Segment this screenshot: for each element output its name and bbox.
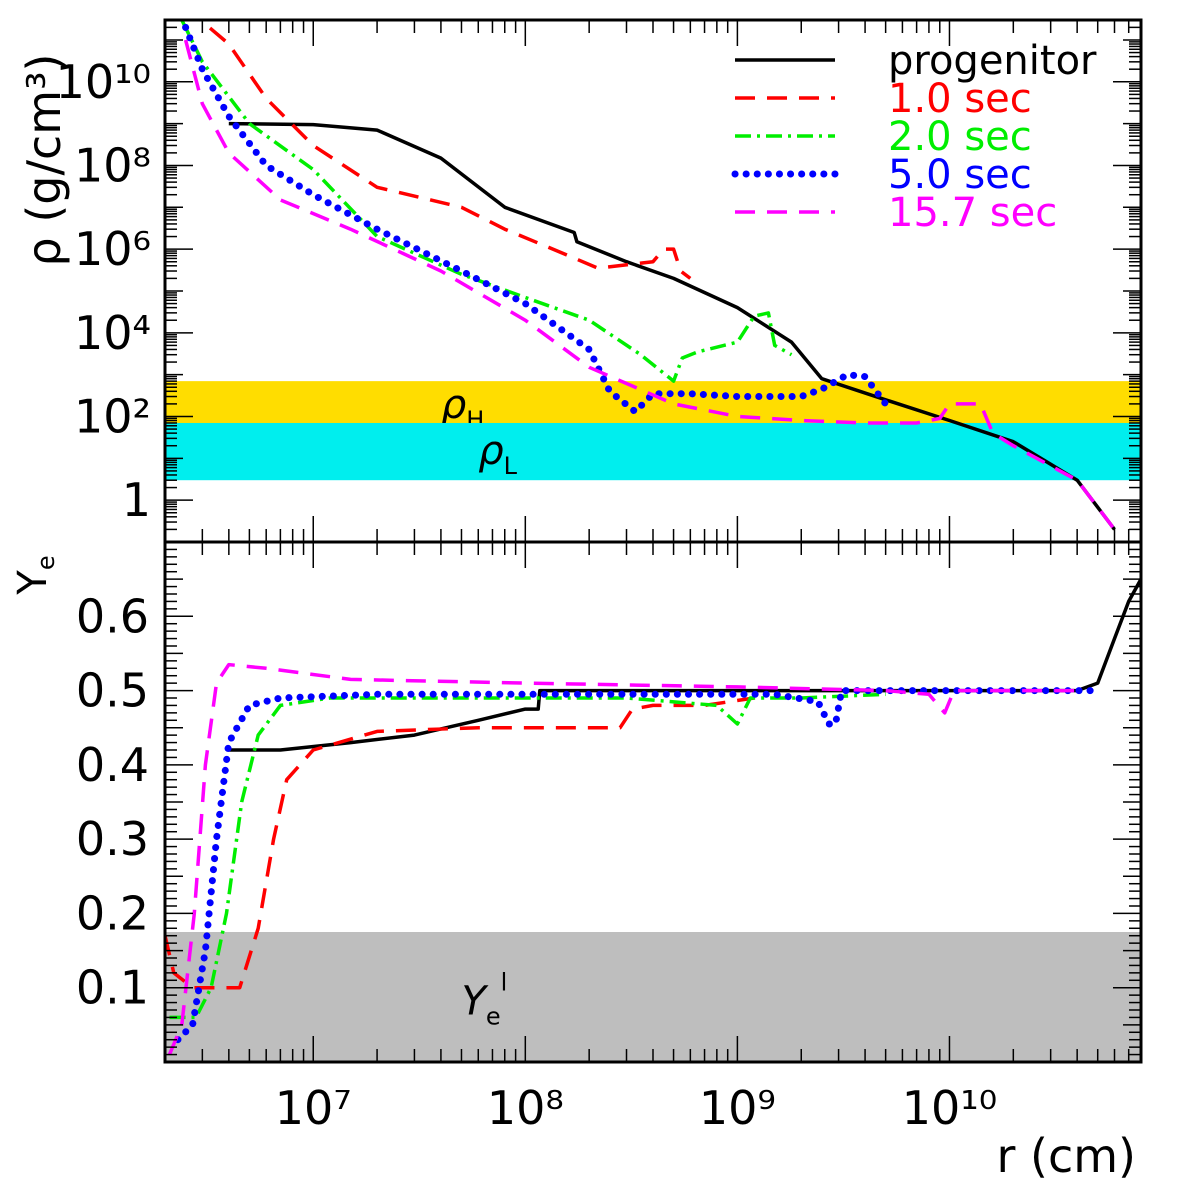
top-y-axis-label: ρ (g/cm³) xyxy=(17,54,71,267)
bottom-ytick-label: 0.6 xyxy=(76,589,149,643)
axis-labels: 1 10² 10⁴ 10⁶ 10⁸ 10¹⁰ 0.1 0.2 0.3 0.4 0.5 0.6 10⁷ 10… xyxy=(10,54,1136,1181)
series-1-0-sec xyxy=(197,20,692,280)
xtick-label: 10⁸ xyxy=(487,1081,564,1135)
band-label: Yel xyxy=(461,969,507,1031)
series-5-0-sec xyxy=(174,687,1102,1044)
xtick-label: 10⁷ xyxy=(275,1081,352,1135)
top-ytick-label: 10² xyxy=(74,389,151,443)
legend-label: 15.7 sec xyxy=(888,190,1057,236)
series-1-0-sec xyxy=(165,696,755,990)
band-ρL xyxy=(165,422,1141,481)
top-panel-series xyxy=(180,20,1116,531)
series-progenitor xyxy=(228,121,1116,531)
series-5-0-sec xyxy=(182,23,890,416)
band-ρH xyxy=(165,381,1141,426)
series-15-7-sec xyxy=(183,39,1116,531)
xtick-label: 10¹⁰ xyxy=(902,1081,997,1135)
x-axis-label: r (cm) xyxy=(996,1129,1136,1181)
top-ytick-label: 1 xyxy=(122,473,151,527)
bottom-frame xyxy=(163,540,1143,1064)
top-ytick-label: 10¹⁰ xyxy=(56,55,151,109)
bottom-ytick-label: 0.1 xyxy=(76,961,149,1015)
top-ytick-label: 10⁴ xyxy=(74,306,151,360)
band-label: ρL xyxy=(478,428,517,480)
axis-ticks xyxy=(164,19,1142,1062)
plot-frames xyxy=(163,18,1143,1064)
series-2-0-sec xyxy=(169,692,886,1020)
series-15-7-sec xyxy=(167,662,1078,1056)
top-ytick-label: 10⁸ xyxy=(74,138,151,192)
top-ytick-label: 10⁶ xyxy=(74,222,151,276)
band-Yeˡ xyxy=(165,932,1141,1062)
bottom-ytick-label: 0.4 xyxy=(76,738,149,792)
bottom-ytick-label: 0.3 xyxy=(76,812,149,866)
bottom-ytick-label: 0.2 xyxy=(76,886,149,940)
legend-label: 5.0 sec xyxy=(888,152,1032,198)
bottom-panel-bands: Yel xyxy=(165,932,1141,1062)
legend-label: 1.0 sec xyxy=(888,76,1032,122)
bottom-panel-series xyxy=(165,578,1141,1056)
xtick-label: 10⁹ xyxy=(699,1081,776,1135)
legend-label: progenitor xyxy=(888,38,1097,84)
band-label: ρH xyxy=(441,382,484,434)
bottom-ytick-label: 0.5 xyxy=(76,664,149,718)
bottom-y-axis-label: Ye xyxy=(10,555,60,595)
series-progenitor xyxy=(228,578,1141,752)
series-2-0-sec xyxy=(180,20,793,383)
legend-label: 2.0 sec xyxy=(888,114,1032,160)
